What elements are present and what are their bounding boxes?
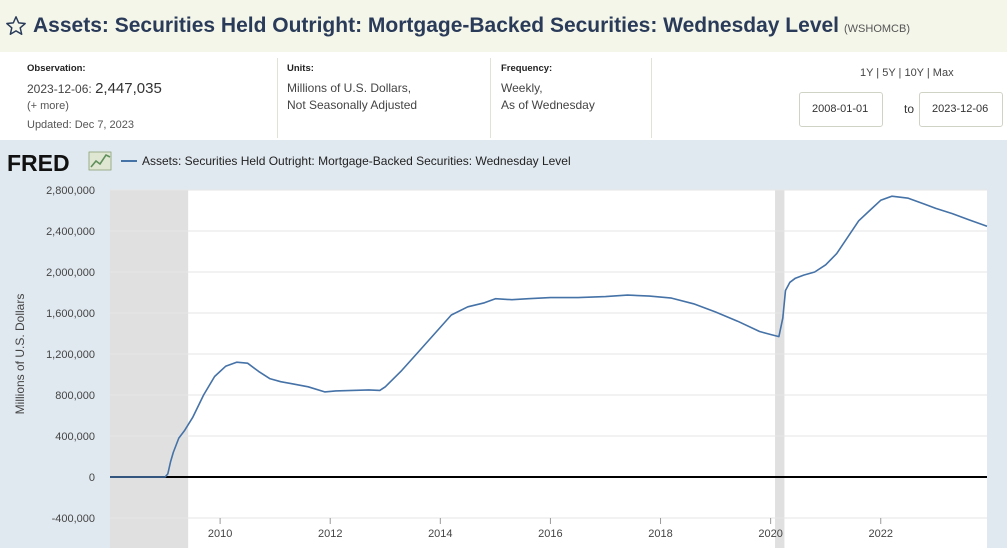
x-tick-label: 2022 [869,528,893,540]
frequency-block: Frequency: Weekly, As of Wednesday [501,60,595,114]
chart-area: FRED Assets: Securities Held Outright: M… [0,140,1007,548]
recession-band [110,190,189,548]
x-tick-label: 2016 [538,528,562,540]
to-label: to [904,102,915,116]
title-bar: Assets: Securities Held Outright: Mortga… [0,0,1007,52]
series-id: (WSHOMCB) [844,23,911,35]
fred-logo[interactable]: FRED [7,150,112,176]
divider [277,58,278,138]
divider [490,58,491,138]
legend-label: Assets: Securities Held Outright: Mortga… [142,154,571,168]
units-line1: Millions of U.S. Dollars, [287,81,412,95]
divider [651,58,652,138]
metadata-row: Observation: 2023-12-06: 2,447,035 (+ mo… [0,52,1007,140]
frequency-line1: Weekly, [501,81,543,95]
units-line2: Not Seasonally Adjusted [287,98,418,112]
fred-logo-text: FRED [7,150,70,176]
more-link[interactable]: (+ more) [27,100,69,112]
frequency-label: Frequency: [501,63,553,74]
series-line[interactable] [110,195,988,478]
y-tick-label: 400,000 [55,431,95,443]
x-tick-label: 2018 [648,528,672,540]
y-tick-label: 2,000,000 [46,267,95,279]
y-tick-label: 2,400,000 [46,226,95,238]
y-tick-label: 800,000 [55,390,95,402]
updated-date: Updated: Dec 7, 2023 [27,119,135,131]
start-date-input[interactable]: 2008-01-01 [799,92,883,127]
star-icon[interactable] [5,15,27,37]
range-links[interactable]: 1Y | 5Y | 10Y | Max [860,67,954,79]
y-tick-label: 0 [89,472,95,484]
x-tick-label: 2020 [758,528,782,540]
fred-chart[interactable]: FRED Assets: Securities Held Outright: M… [0,140,1007,548]
observation-block: Observation: 2023-12-06: 2,447,035 (+ mo… [27,60,162,134]
frequency-line2: As of Wednesday [501,98,595,112]
observation-value: 2,447,035 [95,80,162,97]
units-block: Units: Millions of U.S. Dollars, Not Sea… [287,60,417,114]
y-tick-label: 1,200,000 [46,349,95,361]
observation-date: 2023-12-06: [27,82,92,96]
fred-logo-icon [88,151,112,171]
observation-label: Observation: [27,63,86,74]
end-date-input[interactable]: 2023-12-06 [919,92,1003,127]
y-tick-label: 2,800,000 [46,185,95,197]
x-tick-label: 2012 [318,528,342,540]
x-tick-label: 2014 [428,528,452,540]
y-tick-label: -400,000 [52,513,95,525]
recession-band [775,190,785,548]
page-title: Assets: Securities Held Outright: Mortga… [33,14,840,37]
x-tick-label: 2010 [208,528,232,540]
plot-background [110,190,987,548]
units-label: Units: [287,63,314,74]
y-axis-label: Millions of U.S. Dollars [13,294,27,415]
y-tick-label: 1,600,000 [46,308,95,320]
